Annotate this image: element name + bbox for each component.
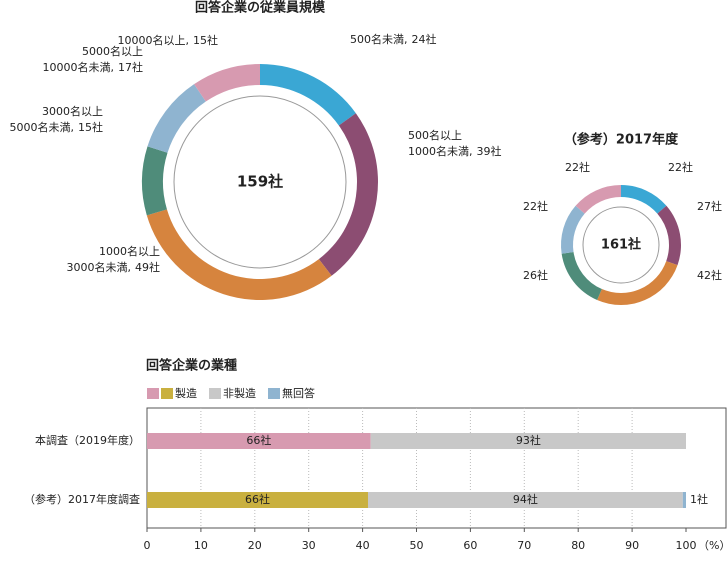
value-label: 24社 — [412, 32, 437, 46]
legend-swatch — [209, 388, 221, 399]
category-text: 10000名以上, — [118, 33, 190, 47]
chart-title: 回答企業の業種 — [146, 358, 237, 374]
legend-label: 非製造 — [223, 386, 256, 400]
chart-title: 回答企業の従業員規模 — [195, 0, 326, 16]
donut-segment — [597, 261, 678, 305]
category-label: 1000名未満, 39社 — [408, 144, 502, 158]
donut-segment — [657, 205, 681, 266]
legend-swatch — [161, 388, 173, 399]
category-label: 500名未満, 24社 — [350, 32, 437, 46]
center-label: 161社 — [601, 237, 641, 253]
data-label: 66社 — [245, 492, 270, 506]
legend-label: 無回答 — [282, 386, 315, 400]
x-tick-label: 60 — [463, 539, 477, 552]
value-label: 39社 — [477, 144, 502, 158]
bar-segment — [147, 492, 368, 508]
category-label: 3000名以上 — [42, 104, 103, 118]
legend-swatch — [268, 388, 280, 399]
x-tick-label: 40 — [356, 539, 370, 552]
value-label: 27社 — [697, 199, 722, 213]
value-label: 22社 — [565, 160, 590, 174]
x-tick-label: 80 — [571, 539, 585, 552]
value-label: 22社 — [523, 199, 548, 213]
donut-segment — [561, 251, 602, 301]
x-tick-label: 10 — [194, 539, 208, 552]
chart-title: （参考）2017年度 — [564, 132, 679, 148]
donut-segment — [318, 113, 378, 276]
category-label: 5000名未満, 15社 — [10, 120, 104, 134]
legend-swatch — [147, 388, 159, 399]
value-label: 17社 — [118, 60, 143, 74]
value-label: 42社 — [697, 268, 722, 282]
donut-segment — [561, 205, 585, 254]
data-label: 93社 — [516, 433, 541, 447]
bar-segment — [370, 433, 686, 449]
bar-segment — [682, 492, 686, 508]
category-text: 3000名未満, — [67, 260, 132, 274]
legend-label: 製造 — [175, 386, 197, 400]
category-text: 1000名未満, — [408, 144, 473, 158]
donut-segment — [621, 185, 667, 214]
value-label: 15社 — [78, 120, 103, 134]
x-tick-label: 0 — [144, 539, 151, 552]
category-label: 3000名未満, 49社 — [67, 260, 161, 274]
x-tick-label: 100 — [676, 539, 697, 552]
y-tick-label: 本調査（2019年度） — [35, 433, 140, 447]
category-label: 500名以上 — [408, 128, 462, 142]
x-tick-label: 70 — [517, 539, 531, 552]
category-label: 1000名以上 — [99, 244, 160, 258]
donut-segment — [575, 185, 621, 214]
value-label: 22社 — [668, 160, 693, 174]
inner-circle — [582, 206, 660, 284]
x-tick-label: 50 — [410, 539, 424, 552]
center-label: 159社 — [237, 173, 283, 191]
value-label: 15社 — [193, 33, 218, 47]
category-label: 10000名未満, 17社 — [43, 60, 144, 74]
category-text: 500名未満, — [350, 32, 408, 46]
data-label: 1社 — [690, 492, 708, 506]
bar-segment — [367, 492, 683, 508]
donut-segment — [260, 64, 356, 126]
x-tick-label: 20 — [248, 539, 262, 552]
data-label: 66社 — [246, 433, 271, 447]
category-text: 10000名未満, — [43, 60, 115, 74]
inner-circle — [173, 95, 347, 269]
donut-segment — [147, 84, 206, 153]
donut-segment — [146, 209, 332, 300]
data-label: 94社 — [513, 492, 538, 506]
category-label: 10000名以上, 15社 — [118, 33, 219, 47]
category-label: 5000名以上 — [82, 44, 143, 58]
donut-segment — [142, 146, 168, 216]
x-tick-label: 90 — [625, 539, 639, 552]
donut-segment — [194, 64, 260, 102]
x-tick-label: 30 — [302, 539, 316, 552]
plot-frame — [146, 407, 727, 529]
value-label: 26社 — [523, 268, 548, 282]
category-text: 5000名未満, — [10, 120, 75, 134]
value-label: 49社 — [135, 260, 160, 274]
x-axis-label: （%） — [698, 539, 728, 552]
y-tick-label: （参考）2017年度調査 — [24, 492, 140, 506]
bar-segment — [147, 433, 371, 449]
